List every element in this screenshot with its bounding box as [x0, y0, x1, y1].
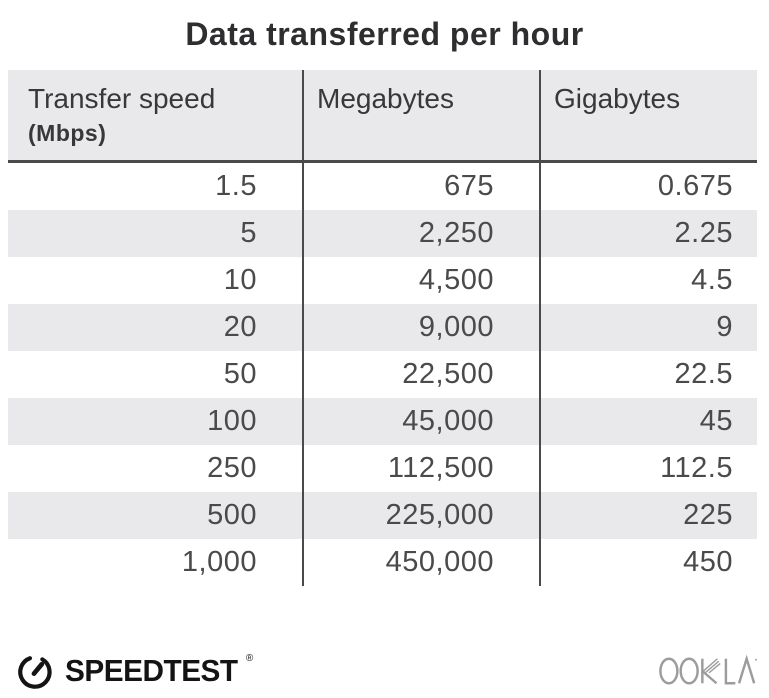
table-row: 5 2,250 2.25	[8, 210, 757, 257]
cell-speed: 5	[240, 217, 257, 249]
cell-gigabytes: 9	[539, 304, 757, 351]
cell-megabytes: 675	[302, 163, 539, 210]
cell-speed: 20	[223, 311, 257, 343]
header-transfer-speed: Transfer speed (Mbps)	[8, 70, 302, 160]
footer: SPEEDTEST ®	[14, 648, 757, 694]
cell-speed: 500	[207, 499, 257, 531]
data-table: Transfer speed (Mbps) Megabytes Gigabyte…	[8, 70, 757, 586]
cell-speed: 1,000	[181, 546, 257, 578]
cell-speed: 50	[223, 358, 257, 390]
cell-gigabytes: 45	[539, 398, 757, 445]
table-row: 100 45,000 45	[8, 398, 757, 445]
cell-speed: 100	[207, 405, 257, 437]
cell-gigabytes: 112.5	[539, 445, 757, 492]
table-header-row: Transfer speed (Mbps) Megabytes Gigabyte…	[8, 70, 757, 163]
table-row: 250 112,500 112.5	[8, 445, 757, 492]
table-row: 1,000 450,000 450	[8, 539, 757, 586]
ookla-wordmark-icon	[659, 654, 757, 685]
cell-gigabytes: 2.25	[539, 210, 757, 257]
cell-megabytes: 450,000	[302, 539, 539, 586]
cell-megabytes: 22,500	[302, 351, 539, 398]
cell-gigabytes: 450	[539, 539, 757, 586]
header-mbps-unit-label: (Mbps)	[28, 120, 107, 146]
registered-trademark-icon: ®	[245, 653, 254, 664]
cell-megabytes: 112,500	[302, 445, 539, 492]
cell-megabytes: 9,000	[302, 304, 539, 351]
table-row: 10 4,500 4.5	[8, 257, 757, 304]
chart-title: Data transferred per hour	[185, 16, 584, 52]
cell-megabytes: 2,250	[302, 210, 539, 257]
header-transfer-speed-label: Transfer speed	[28, 83, 216, 114]
cell-speed: 250	[207, 452, 257, 484]
cell-gigabytes: 225	[539, 492, 757, 539]
cell-speed: 1.5	[215, 170, 257, 202]
table-row: 50 22,500 22.5	[8, 351, 757, 398]
cell-gigabytes: 0.675	[539, 163, 757, 210]
speedtest-gauge-icon	[18, 656, 52, 689]
cell-megabytes: 45,000	[302, 398, 539, 445]
cell-megabytes: 225,000	[302, 492, 539, 539]
table-row: 20 9,000 9	[8, 304, 757, 351]
header-megabytes: Megabytes	[302, 70, 539, 160]
cell-speed: 10	[223, 264, 257, 296]
table-row: 500 225,000 225	[8, 492, 757, 539]
header-gigabytes: Gigabytes	[539, 70, 757, 160]
cell-gigabytes: 22.5	[539, 351, 757, 398]
ookla-logo	[659, 654, 757, 688]
speedtest-logo: SPEEDTEST ®	[14, 649, 253, 693]
table-row: 1.5 675 0.675	[8, 163, 757, 210]
cell-megabytes: 4,500	[302, 257, 539, 304]
cell-gigabytes: 4.5	[539, 257, 757, 304]
speedtest-wordmark: SPEEDTEST	[65, 653, 238, 688]
